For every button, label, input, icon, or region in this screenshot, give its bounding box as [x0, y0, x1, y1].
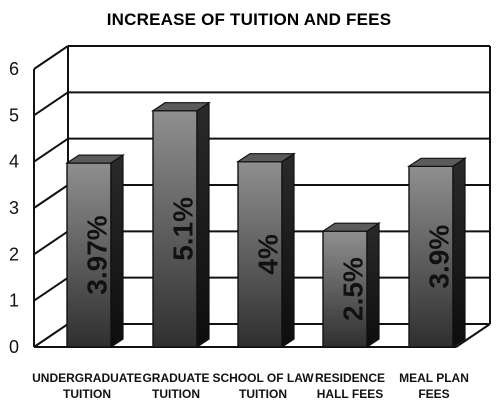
value-label-2: 4% [252, 234, 283, 275]
y-tick-label-6: 6 [9, 59, 19, 79]
category-label-0: UNDERGRADUATE TUITION [32, 371, 142, 401]
bar-2 [236, 152, 296, 349]
grid-diagonal-4 [33, 137, 69, 163]
category-line-1-0: GRADUATE [142, 371, 209, 385]
value-label-1: 5.1% [167, 197, 198, 261]
bar-side-4 [452, 157, 466, 349]
category-line-0-1: TUITION [63, 387, 111, 401]
bars [65, 101, 467, 349]
category-line-3-0: RESIDENCE [315, 371, 385, 385]
category-label-2: SCHOOL OF LAW TUITION [212, 371, 314, 401]
bar-front-4 [408, 165, 454, 348]
bar-4 [407, 157, 467, 349]
y-tick-label-2: 2 [9, 244, 19, 264]
chart-title: INCREASE OF TUITION AND FEES [107, 10, 392, 29]
category-label-1: GRADUATE TUITION [142, 371, 209, 401]
y-tick-label-3: 3 [9, 198, 19, 218]
value-label-4: 3.9% [423, 225, 454, 289]
grid-diagonal-3 [33, 184, 69, 209]
y-tick-label-1: 1 [9, 291, 19, 311]
y-tick-label-4: 4 [9, 152, 19, 172]
bar-0 [65, 153, 125, 349]
grid-diagonal-6 [33, 45, 69, 70]
category-line-3-1: HALL FEES [317, 387, 383, 401]
category-line-1-1: TUITION [152, 387, 200, 401]
value-labels: 3.97% 5.1% 4% 2.5% 3.9% [81, 197, 454, 321]
bar-front-2 [237, 160, 283, 348]
bar-side-2 [281, 152, 295, 349]
category-line-0-0: UNDERGRADUATE [32, 371, 142, 385]
bar-side-0 [110, 153, 124, 349]
bar-3 [321, 222, 381, 349]
category-label-3: RESIDENCE HALL FEES [315, 371, 385, 401]
x-axis-right-diagonal [455, 323, 491, 348]
bar-front-3 [322, 230, 368, 348]
category-line-2-1: TUITION [239, 387, 287, 401]
bar-top-3 [321, 222, 381, 232]
bar-side-3 [366, 222, 380, 349]
bar-side-1 [196, 101, 210, 349]
value-label-3: 2.5% [337, 257, 368, 321]
value-label-0: 3.97% [81, 215, 112, 294]
category-line-4-0: MEAL PLAN [399, 371, 469, 385]
category-line-4-1: FEES [418, 387, 449, 401]
category-label-4: MEAL PLAN FEES [399, 371, 469, 401]
y-tick-label-5: 5 [9, 105, 19, 125]
bar-top-0 [65, 154, 125, 164]
bar-top-2 [236, 153, 296, 163]
grid-diagonal-2 [33, 230, 69, 256]
grid-diagonal-1 [33, 276, 69, 302]
category-line-2-0: SCHOOL OF LAW [212, 371, 314, 385]
y-tick-label-0: 0 [9, 337, 19, 357]
bar-1 [151, 101, 211, 349]
grid-diagonal-5 [33, 91, 69, 117]
grid-diagonal-0 [33, 323, 69, 348]
bar-top-1 [151, 102, 211, 112]
y-axis-ticks: 0 1 2 3 4 5 6 [9, 59, 19, 357]
bar-front-1 [152, 109, 198, 348]
bar-top-4 [407, 157, 467, 167]
